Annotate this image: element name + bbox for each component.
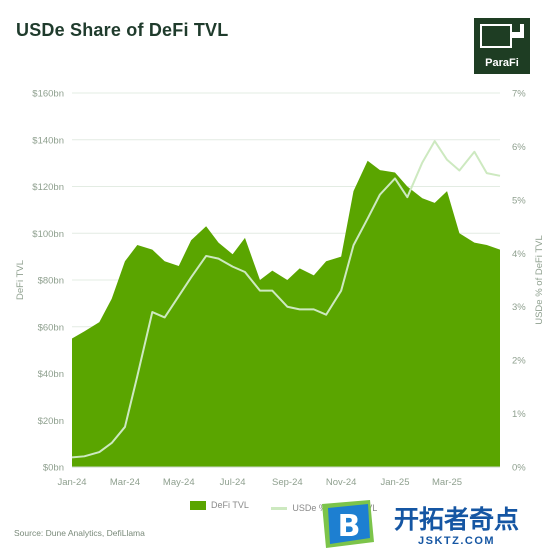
y-tick-label: $140bn: [32, 135, 64, 146]
y-tick-label: $0bn: [43, 463, 64, 474]
legend-label: DeFi TVL: [211, 500, 249, 510]
y2-tick-label: 7%: [512, 89, 526, 100]
x-tick-label: Jan-24: [57, 477, 86, 488]
logo-text: ParaFi: [485, 57, 519, 69]
y-axis-title: DeFi TVL: [15, 260, 26, 300]
y2-tick-label: 3%: [512, 302, 526, 313]
parafi-logo-mark: [480, 24, 524, 48]
x-tick-label: May-24: [163, 477, 195, 488]
watermark-badge-letter: B: [338, 509, 361, 544]
y2-tick-label: 5%: [512, 195, 526, 206]
y2-tick-label: 2%: [512, 356, 526, 367]
y-tick-label: $160bn: [32, 89, 64, 100]
y2-axis-title: USDe % of DeFi TVL: [534, 235, 545, 325]
y-tick-label: $40bn: [38, 369, 64, 380]
x-tick-label: Jan-25: [380, 477, 409, 488]
watermark-text: 开拓者奇点: [394, 505, 520, 534]
x-tick-label: Mar-24: [110, 477, 140, 488]
legend-swatch-line: [271, 506, 288, 510]
legend-swatch-area: [190, 500, 206, 510]
y-tick-label: $60bn: [38, 322, 64, 333]
y2-tick-label: 6%: [512, 142, 526, 153]
watermark-url: JSKTZ.COM: [418, 535, 496, 547]
y-tick-label: $80bn: [38, 276, 64, 287]
x-tick-label: Jul-24: [220, 477, 246, 488]
x-tick-label: Sep-24: [272, 477, 303, 488]
y2-tick-label: 1%: [512, 409, 526, 420]
y-tick-label: $20bn: [38, 416, 64, 427]
series-line-usde-share: [71, 140, 501, 459]
x-tick-label: Nov-24: [326, 477, 357, 488]
y-tick-label: $100bn: [32, 229, 64, 240]
legend-item-defi-tvl: DeFi TVL: [190, 500, 249, 510]
series-area-defi-tvl: [72, 160, 500, 467]
parafi-logo: ParaFi: [474, 18, 530, 74]
watermark-badge: B: [322, 500, 374, 548]
y2-tick-label: 0%: [512, 463, 526, 474]
y2-tick-label: 4%: [512, 249, 526, 260]
source-note: Source: Dune Analytics, DefiLlama: [14, 528, 145, 538]
chart-title: USDe Share of DeFi TVL: [16, 20, 229, 40]
x-tick-label: Mar-25: [432, 477, 462, 488]
y-tick-label: $120bn: [32, 182, 64, 193]
